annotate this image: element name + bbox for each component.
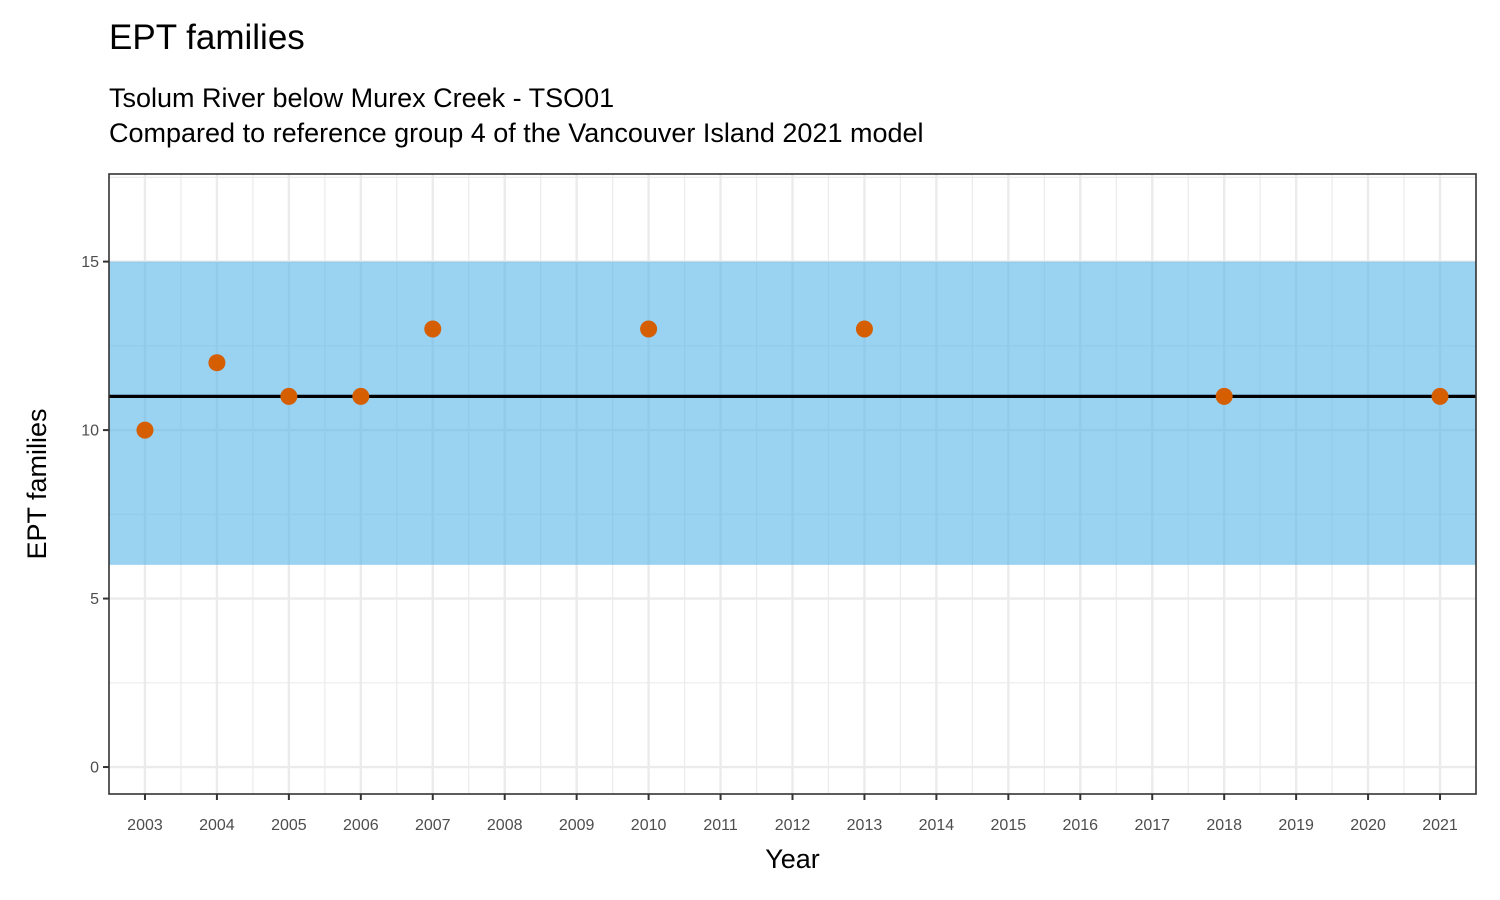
y-tick-label: 10: [81, 423, 99, 440]
data-point: [208, 354, 226, 372]
x-tick-label: 2019: [1278, 817, 1314, 834]
x-tick-label: 2017: [1134, 817, 1170, 834]
chart-subtitle-reference: Compared to reference group 4 of the Van…: [109, 118, 924, 148]
x-tick-label: 2012: [775, 817, 811, 834]
x-tick-label: 2005: [271, 817, 307, 834]
data-point: [424, 320, 442, 338]
x-tick-label: 2009: [559, 817, 595, 834]
x-tick-label: 2006: [343, 817, 379, 834]
data-point: [1215, 387, 1233, 405]
data-point: [280, 387, 298, 405]
data-point: [1431, 387, 1449, 405]
y-tick-label: 15: [81, 254, 99, 271]
y-tick-label: 0: [90, 760, 99, 777]
x-tick-label: 2013: [847, 817, 883, 834]
x-tick-label: 2008: [487, 817, 523, 834]
x-tick-label: 2014: [919, 817, 955, 834]
data-points: [136, 320, 1449, 439]
x-tick-label: 2016: [1062, 817, 1098, 834]
data-point: [855, 320, 873, 338]
reference-band-layer: [109, 261, 1476, 565]
x-tick-label: 2007: [415, 817, 451, 834]
y-axis-title: EPT families: [22, 408, 52, 559]
data-point: [640, 320, 658, 338]
chart-subtitle-site: Tsolum River below Murex Creek - TSO01: [109, 83, 615, 113]
x-tick-label: 2003: [127, 817, 163, 834]
data-point: [136, 421, 154, 439]
chart-title: EPT families: [109, 18, 305, 57]
x-axis-title: Year: [765, 844, 820, 874]
y-tick-label: 5: [90, 591, 99, 608]
x-tick-label: 2020: [1350, 817, 1386, 834]
x-tick-label: 2004: [199, 817, 235, 834]
reference-band: [109, 261, 1476, 565]
y-axis: 0 5 10 15: [81, 254, 109, 777]
x-tick-label: 2018: [1206, 817, 1242, 834]
x-tick-label: 2011: [703, 817, 738, 834]
x-tick-label: 2021: [1422, 817, 1458, 834]
data-point: [352, 387, 370, 405]
x-axis: 2003 2004 2005 2006 2007 2008 2009 2010 2011 2012…: [127, 794, 1458, 834]
x-tick-label: 2010: [631, 817, 667, 834]
x-tick-label: 2015: [991, 817, 1027, 834]
